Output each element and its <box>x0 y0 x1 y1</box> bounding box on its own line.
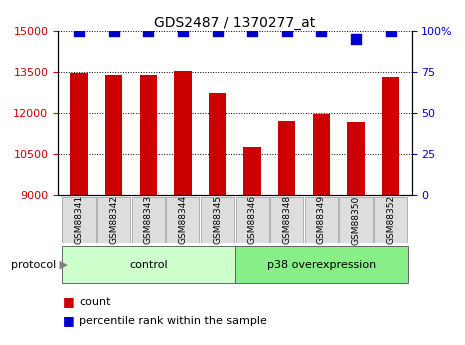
FancyBboxPatch shape <box>235 246 408 284</box>
Bar <box>174 71 192 195</box>
FancyBboxPatch shape <box>270 197 304 243</box>
FancyBboxPatch shape <box>61 246 235 284</box>
Text: GSM88343: GSM88343 <box>144 195 153 245</box>
FancyBboxPatch shape <box>62 197 95 243</box>
Bar <box>278 121 295 195</box>
Bar <box>105 75 122 195</box>
Text: GSM88342: GSM88342 <box>109 195 118 245</box>
Text: GSM88348: GSM88348 <box>282 195 291 245</box>
Point <box>75 28 83 34</box>
Point <box>318 28 325 34</box>
Text: ▶: ▶ <box>56 260 68 270</box>
Title: GDS2487 / 1370277_at: GDS2487 / 1370277_at <box>154 16 315 30</box>
Text: GSM88349: GSM88349 <box>317 195 326 245</box>
Point <box>214 28 221 34</box>
Bar <box>70 73 87 195</box>
Text: GSM88346: GSM88346 <box>248 195 257 245</box>
Text: control: control <box>129 260 167 270</box>
Text: count: count <box>79 297 111 307</box>
Text: protocol: protocol <box>11 260 56 270</box>
Text: GSM88344: GSM88344 <box>179 195 187 245</box>
FancyBboxPatch shape <box>97 197 130 243</box>
Text: GSM88341: GSM88341 <box>74 195 83 245</box>
Bar <box>209 92 226 195</box>
Bar <box>382 77 399 195</box>
Text: ■: ■ <box>63 295 74 308</box>
Bar <box>244 147 261 195</box>
Text: GSM88352: GSM88352 <box>386 195 395 245</box>
Point <box>145 28 152 34</box>
FancyBboxPatch shape <box>339 197 373 243</box>
FancyBboxPatch shape <box>201 197 234 243</box>
Text: percentile rank within the sample: percentile rank within the sample <box>79 316 267 326</box>
FancyBboxPatch shape <box>374 197 407 243</box>
Text: GSM88345: GSM88345 <box>213 195 222 245</box>
Point <box>248 28 256 34</box>
FancyBboxPatch shape <box>305 197 338 243</box>
FancyBboxPatch shape <box>132 197 165 243</box>
Point <box>283 28 291 34</box>
Bar <box>347 122 365 195</box>
Text: p38 overexpression: p38 overexpression <box>267 260 376 270</box>
Point <box>352 37 360 42</box>
Bar <box>140 75 157 195</box>
FancyBboxPatch shape <box>235 197 269 243</box>
FancyBboxPatch shape <box>166 197 199 243</box>
Point <box>110 28 117 34</box>
Bar <box>313 114 330 195</box>
Text: ■: ■ <box>63 314 74 327</box>
Point <box>387 28 394 34</box>
Point <box>179 28 186 34</box>
Text: GSM88350: GSM88350 <box>352 195 360 245</box>
